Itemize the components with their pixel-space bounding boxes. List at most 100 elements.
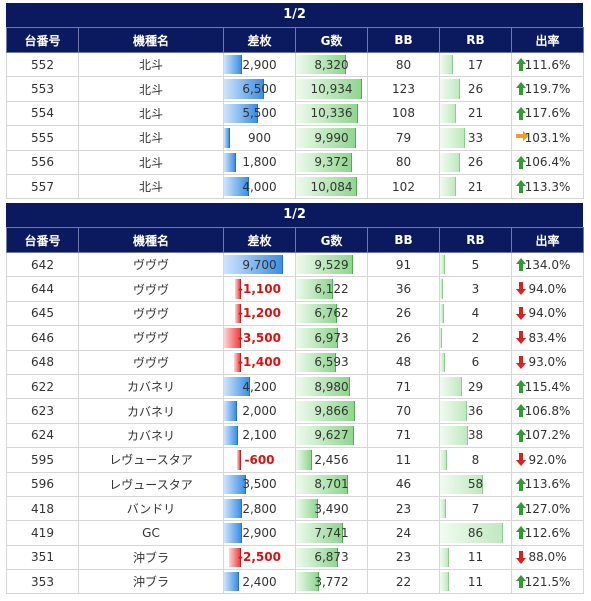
diff-value: 9,700	[242, 257, 277, 272]
table-row[interactable]: 623 カバネリ 2,000 9,866 70 36 106.8%	[6, 398, 584, 424]
table-row[interactable]: 351 沖ブラ -2,500 6,873 23 11 88.0%	[6, 544, 584, 571]
table-row[interactable]: 645 ヴヴヴ -1,200 6,762 26 4 94.0%	[6, 300, 584, 327]
table-row[interactable]: 646 ヴヴヴ -3,500 6,973 26 2 83.4%	[6, 325, 584, 351]
bb-cell: 80	[367, 51, 440, 78]
diff-cell: 2,900	[223, 520, 296, 546]
table-row[interactable]: 554 北斗 5,500 10,336 108 21 117.6%	[6, 100, 584, 127]
table-row[interactable]: 642 ヴヴヴ 9,700 9,529 91 5 134.0%	[6, 251, 584, 278]
table-row[interactable]: 557 北斗 4,000 10,084 102 21 113.3%	[6, 173, 584, 200]
arrow-right-icon	[516, 131, 529, 144]
machine-name-cell: バンドリ	[78, 495, 224, 522]
rate-cell: 106.4%	[511, 149, 584, 175]
games-value: 9,627	[314, 428, 349, 443]
arrow-up-icon	[516, 106, 526, 120]
machine-number: 642	[31, 257, 54, 272]
diff-cell: 1,800	[223, 149, 296, 175]
games-cell: 2,456	[295, 447, 368, 473]
table-row[interactable]: 595 レヴュースタア -600 2,456 11 8 92.0%	[6, 447, 584, 473]
diff-value: -3,500	[238, 330, 281, 345]
rb-value: 21	[467, 106, 484, 121]
table-row[interactable]: 553 北斗 6,500 10,934 123 26 119.7%	[6, 76, 584, 102]
col-header-number[interactable]: 台番号	[6, 227, 79, 253]
payout-rate: 112.6%	[524, 525, 571, 540]
rate-cell: 121.5%	[511, 569, 584, 595]
table-row[interactable]: 624 カバネリ 2,100 9,627 71 38 107.2%	[6, 422, 584, 449]
col-header-rb[interactable]: RB	[439, 227, 512, 253]
bb-cell: 36	[367, 276, 440, 302]
table-row[interactable]: 418 バンドリ 2,800 3,490 23 7 127.0%	[6, 495, 584, 522]
machine-name-cell: ヴヴヴ	[78, 251, 224, 278]
bb-cell: 123	[367, 76, 440, 102]
games-cell: 9,866	[295, 398, 368, 424]
games-bar	[296, 450, 312, 470]
machine-name: カバネリ	[126, 380, 175, 395]
diff-value: 4,000	[242, 179, 277, 194]
bb-cell: 80	[367, 149, 440, 175]
machine-name-cell: 沖ブラ	[78, 544, 224, 571]
table-row[interactable]: 419 GC 2,900 7,741 24 86 112.6%	[6, 520, 584, 546]
table-row[interactable]: 555 北斗 900 9,990 79 33 103.1%	[6, 125, 584, 151]
machine-number-cell: 644	[6, 276, 79, 302]
diff-bar-positive	[224, 103, 258, 124]
games-bar	[296, 79, 362, 99]
machine-name: 沖ブラ	[132, 575, 169, 590]
machine-number-cell: 645	[6, 300, 79, 327]
col-header-bb[interactable]: BB	[367, 227, 440, 253]
diff-bar-positive	[224, 55, 242, 75]
games-cell: 6,122	[295, 276, 368, 302]
table-row[interactable]: 596 レヴュースタア 3,500 8,701 46 58 113.6%	[6, 471, 584, 497]
table-row[interactable]: 648 ヴヴヴ -1,400 6,593 48 6 93.0%	[6, 349, 584, 375]
table-row[interactable]: 552 北斗 2,900 8,320 80 17 111.6%	[6, 51, 584, 78]
col-header-machine[interactable]: 機種名	[78, 27, 224, 53]
arrow-down-icon	[516, 282, 526, 296]
machine-number: 595	[31, 452, 54, 467]
table-header-row: 台番号 機種名 差枚 G数 BB RB 出率	[6, 227, 584, 253]
diff-bar-positive	[224, 176, 249, 197]
diff-value: 1,800	[242, 155, 277, 170]
payout-rate: 94.0%	[528, 306, 567, 321]
machine-number-cell: 646	[6, 325, 79, 351]
rb-cell: 58	[439, 471, 512, 497]
rate-cell: 94.0%	[511, 276, 584, 302]
machine-number: 622	[31, 379, 54, 394]
col-header-bb[interactable]: BB	[367, 27, 440, 53]
col-header-rb[interactable]: RB	[439, 27, 512, 53]
rb-value: 33	[467, 130, 484, 145]
diff-value: 2,900	[242, 525, 277, 540]
col-header-games[interactable]: G数	[295, 227, 368, 253]
rb-bar	[440, 255, 445, 275]
machine-number-cell: 554	[6, 100, 79, 127]
rb-cell: 6	[439, 349, 512, 375]
bb-cell: 79	[367, 125, 440, 151]
bb-cell: 24	[367, 520, 440, 546]
rb-cell: 7	[439, 495, 512, 522]
col-header-rate[interactable]: 出率	[511, 27, 584, 53]
table-row[interactable]: 556 北斗 1,800 9,372 80 26 106.4%	[6, 149, 584, 175]
col-header-games[interactable]: G数	[295, 27, 368, 53]
rate-cell: 113.6%	[511, 471, 584, 497]
col-header-number[interactable]: 台番号	[6, 27, 79, 53]
rb-value: 38	[467, 428, 484, 443]
bb-value: 26	[395, 330, 412, 345]
col-header-diff[interactable]: 差枚	[223, 227, 296, 253]
games-bar	[296, 279, 333, 299]
arrow-down-icon	[516, 550, 526, 564]
col-header-rate[interactable]: 出率	[511, 227, 584, 253]
diff-value: 2,400	[242, 574, 277, 589]
table-row[interactable]: 644 ヴヴヴ -1,100 6,122 36 3 94.0%	[6, 276, 584, 302]
machine-name-cell: レヴュースタア	[78, 447, 224, 473]
games-cell: 3,490	[295, 495, 368, 522]
col-header-diff[interactable]: 差枚	[223, 27, 296, 53]
payout-rate: 115.4%	[524, 379, 571, 394]
rb-bar	[440, 328, 442, 348]
diff-cell: 2,000	[223, 398, 296, 424]
games-cell: 9,627	[295, 422, 368, 449]
games-value: 8,980	[314, 379, 349, 394]
games-bar	[296, 547, 338, 568]
table-row[interactable]: 353 沖ブラ 2,400 3,772 22 11 121.5%	[6, 569, 584, 595]
machine-number: 646	[31, 330, 54, 345]
machine-number-cell: 622	[6, 373, 79, 400]
table-row[interactable]: 622 カバネリ 4,200 8,980 71 29 115.4%	[6, 373, 584, 400]
col-header-machine[interactable]: 機種名	[78, 227, 224, 253]
diff-value: 4,200	[242, 379, 277, 394]
